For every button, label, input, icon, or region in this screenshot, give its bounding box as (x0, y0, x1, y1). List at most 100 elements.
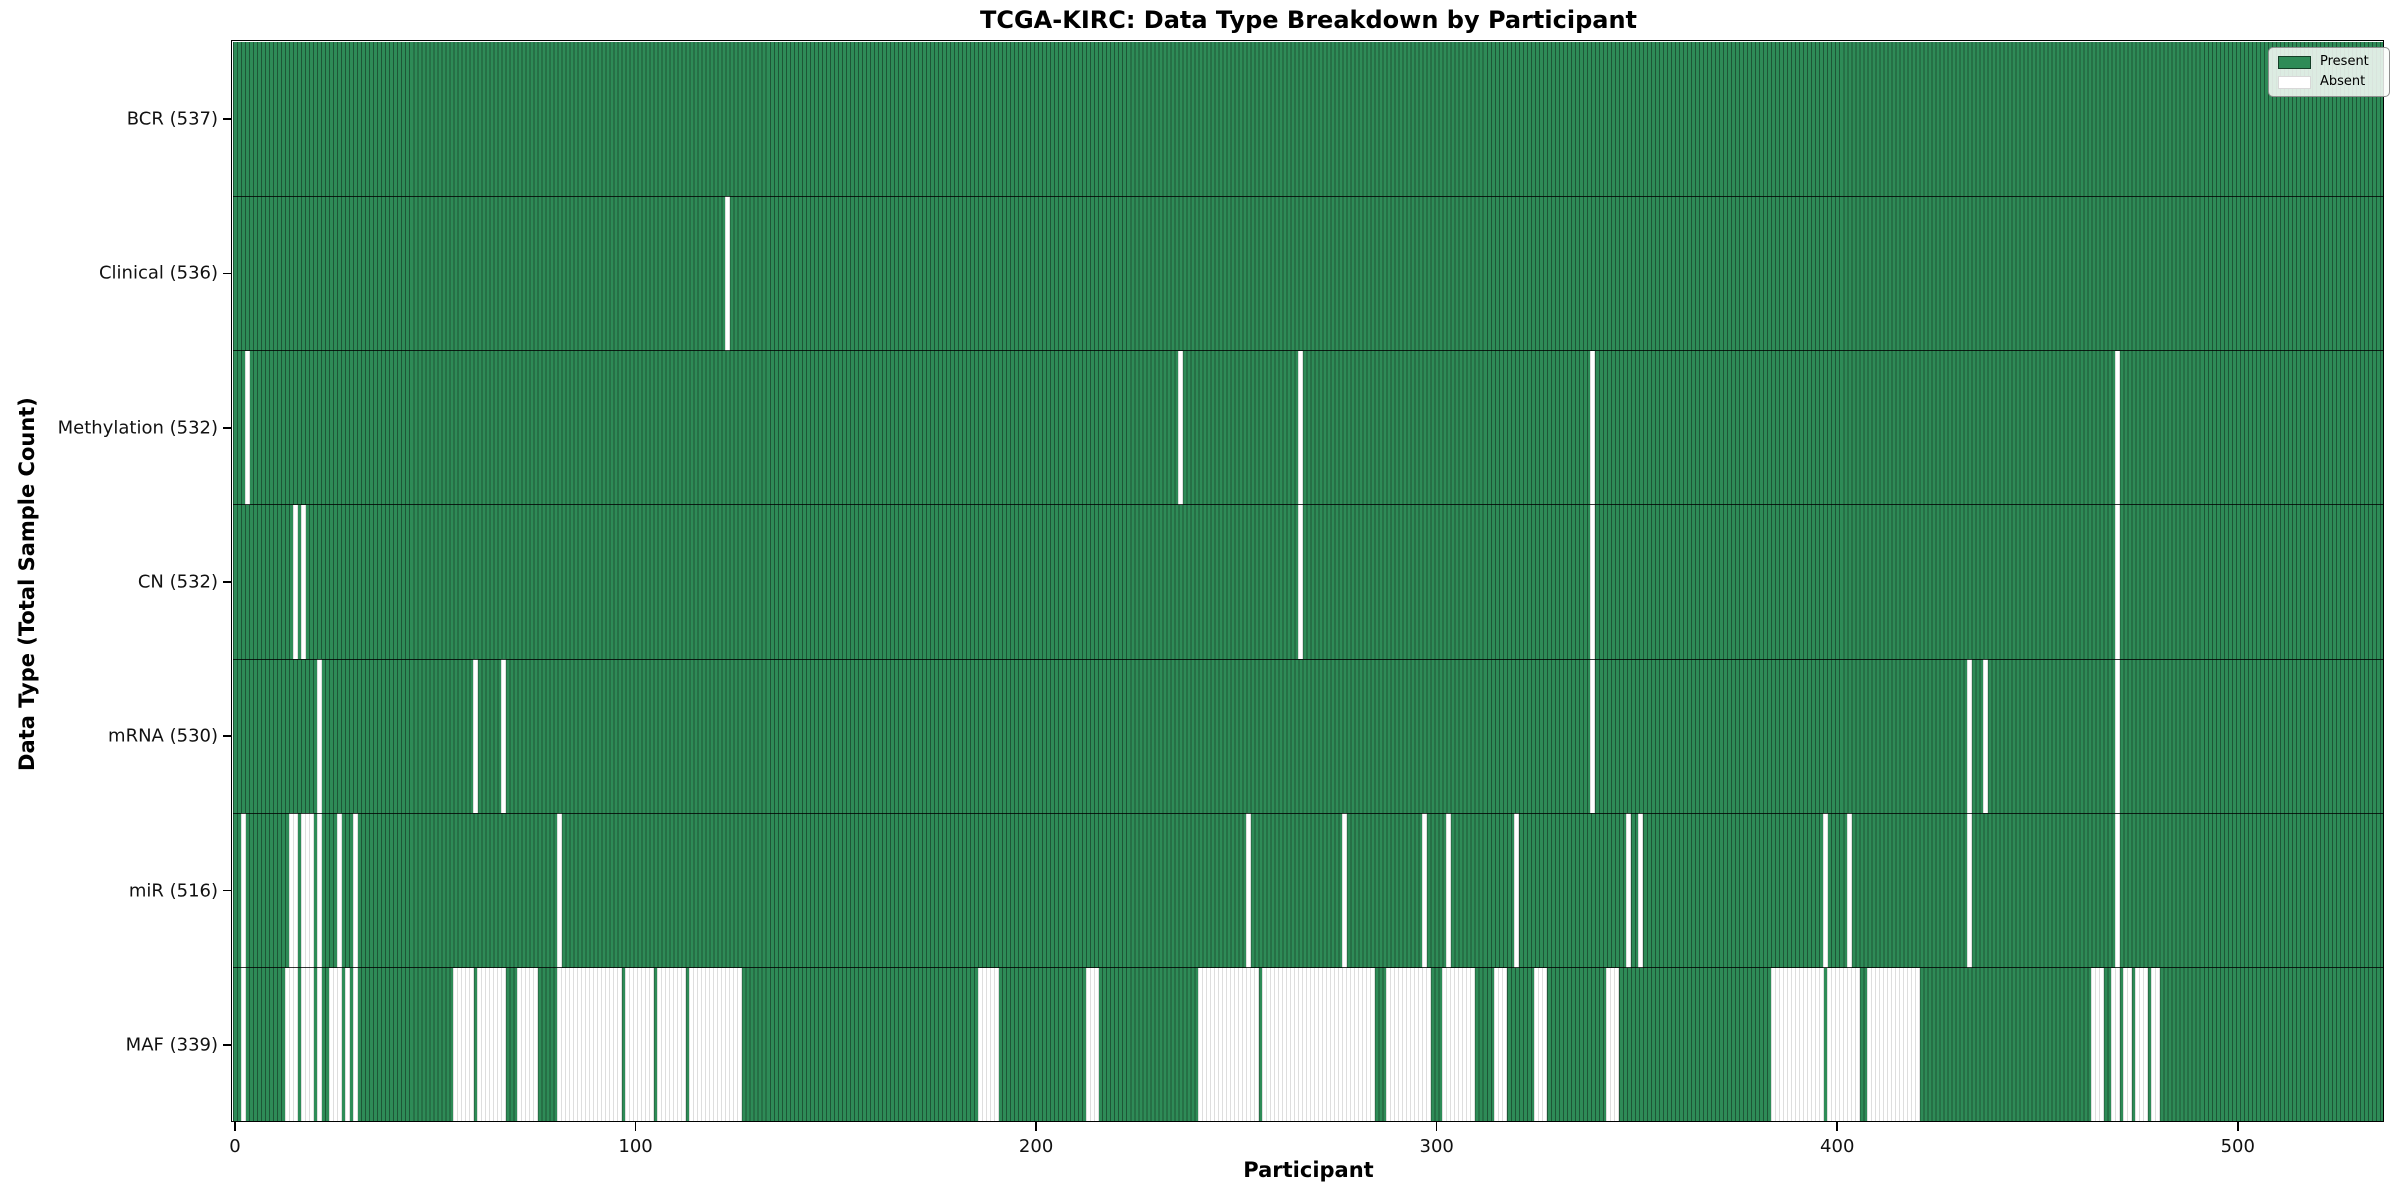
absent-mark (1966, 813, 1972, 968)
x-tick-label: 500 (2220, 1136, 2255, 1157)
absent-mark (1261, 967, 1376, 1122)
data-row-mir (233, 813, 2384, 968)
x-tick-mark (1435, 1122, 1438, 1131)
absent-mark (1442, 967, 1476, 1122)
absent-mark (1590, 504, 1596, 660)
absent-mark (625, 967, 655, 1122)
absent-mark (300, 504, 306, 660)
x-tick-mark (634, 1122, 637, 1131)
absent-mark (1514, 813, 1520, 968)
absent-mark (328, 967, 342, 1122)
absent-mark (516, 967, 538, 1122)
absent-mark (316, 659, 322, 814)
absent-mark (352, 967, 358, 1122)
row-separator (233, 349, 2384, 352)
absent-mark (1638, 813, 1644, 968)
legend-item-present: Present (2278, 55, 2380, 69)
plot-area (233, 42, 2384, 1122)
y-tick-mark (223, 889, 232, 892)
absent-mark (1197, 967, 1259, 1122)
data-row-maf (233, 967, 2384, 1122)
x-axis-label: Participant (1243, 1158, 1374, 1182)
chart-title: TCGA-KIRC: Data Type Breakdown by Partic… (980, 6, 1637, 34)
absent-mark (452, 967, 474, 1122)
y-tick-mark (223, 581, 232, 583)
y-tick-label: CN (532) (137, 571, 218, 593)
absent-mark (977, 967, 999, 1122)
absent-mark (300, 967, 314, 1122)
y-tick-label: BCR (537) (126, 108, 218, 130)
x-tick-label: 300 (1419, 1136, 1454, 1157)
y-tick-mark (223, 735, 232, 738)
absent-mark (2115, 813, 2121, 968)
absent-mark (1866, 967, 1920, 1122)
absent-mark (300, 813, 314, 968)
x-tick-label: 100 (618, 1136, 653, 1157)
y-tick-mark (223, 1044, 232, 1046)
row-separator (233, 658, 2384, 660)
absent-mark (1245, 813, 1251, 968)
absent-mark (2135, 967, 2149, 1122)
x-tick-mark (234, 1122, 236, 1131)
absent-mark (500, 659, 506, 814)
x-tick-mark (1836, 1122, 1839, 1131)
absent-mark (2115, 350, 2121, 505)
absent-mark (240, 813, 246, 968)
absent-mark (1590, 659, 1596, 814)
y-tick-label: Clinical (536) (98, 262, 218, 284)
row-separator (233, 967, 2384, 969)
absent-mark (352, 813, 358, 968)
absent-mark (556, 967, 623, 1122)
absent-mark (1342, 813, 1348, 968)
absent-mark (1422, 813, 1428, 968)
absent-mark (1826, 967, 1860, 1122)
present-swatch-icon (2278, 55, 2311, 69)
row-separator (233, 812, 2384, 815)
absent-mark (316, 967, 322, 1122)
absent-mark (316, 813, 322, 968)
y-tick-mark (223, 272, 232, 275)
absent-mark (476, 967, 506, 1122)
absent-mark (2151, 967, 2161, 1122)
absent-mark (1590, 350, 1596, 505)
absent-swatch-icon (2278, 75, 2311, 89)
absent-mark (1085, 967, 1099, 1122)
x-tick-mark (1035, 1122, 1037, 1131)
absent-mark (2091, 967, 2105, 1122)
absent-mark (1297, 504, 1303, 660)
data-row-clinical (233, 196, 2384, 351)
absent-mark (2115, 659, 2121, 814)
absent-mark (284, 967, 298, 1122)
absent-mark (1822, 813, 1828, 968)
absent-mark (336, 813, 342, 968)
data-row-mrna (233, 659, 2384, 814)
absent-mark (1494, 967, 1508, 1122)
data-row-bcr (233, 42, 2384, 197)
absent-mark (1446, 813, 1452, 968)
absent-mark (1982, 659, 1988, 814)
absent-mark (2111, 967, 2121, 1122)
absent-mark (1846, 813, 1852, 968)
absent-mark (1534, 967, 1548, 1122)
y-tick-label: miR (516) (128, 880, 218, 902)
absent-mark (472, 659, 478, 814)
absent-mark (1966, 659, 1972, 814)
data-row-methylation (233, 350, 2384, 505)
x-tick-label: 0 (229, 1136, 241, 1157)
legend-label-absent: Absent (2320, 74, 2366, 89)
y-axis-label: Data Type (Total Sample Count) (15, 397, 39, 771)
x-tick-mark (2236, 1122, 2239, 1131)
absent-mark (292, 504, 298, 660)
x-tick-label: 400 (1820, 1136, 1855, 1157)
legend-item-absent: Absent (2278, 75, 2380, 89)
absent-mark (1297, 350, 1303, 505)
legend: Present Absent (2268, 47, 2390, 97)
y-tick-mark (223, 118, 232, 120)
y-tick-mark (223, 426, 232, 429)
row-separator (233, 504, 2384, 506)
row-separator (233, 195, 2384, 197)
absent-mark (556, 813, 562, 968)
absent-mark (344, 967, 350, 1122)
absent-mark (689, 967, 743, 1122)
